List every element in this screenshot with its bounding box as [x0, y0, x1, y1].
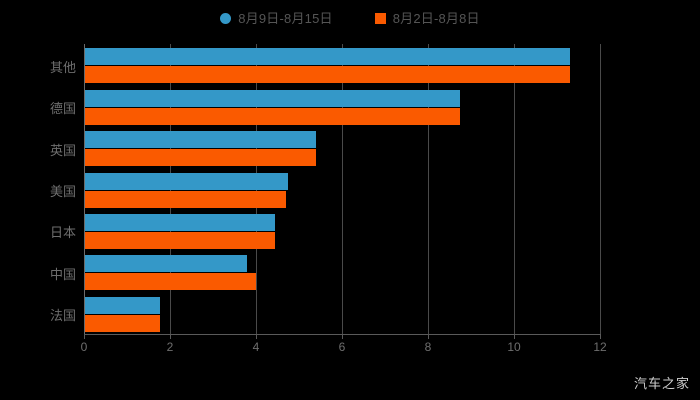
bar-series-1[interactable]	[84, 314, 161, 332]
bar-series-1[interactable]	[84, 66, 570, 84]
gridline-x-6	[342, 44, 343, 334]
gridline-x-10	[514, 44, 515, 334]
x-tick-mark	[600, 334, 601, 339]
bar-series-1[interactable]	[84, 149, 317, 167]
gridline-x-12	[600, 44, 601, 334]
legend-label-series-1: 8月2日-8月8日	[392, 10, 480, 26]
y-axis-label: 其他	[49, 59, 76, 75]
legend-label-series-0: 8月9日-8月15日	[238, 10, 333, 26]
bar-series-0[interactable]	[84, 48, 570, 66]
y-axis-label: 英国	[49, 142, 76, 158]
chart-legend: 8月9日-8月15日 8月2日-8月8日	[0, 6, 700, 30]
bar-group	[84, 48, 600, 84]
bar-series-1[interactable]	[84, 107, 461, 125]
bar-group	[84, 213, 600, 249]
x-tick-label: 2	[166, 340, 174, 354]
x-tick-label: 12	[593, 340, 607, 354]
bar-series-0[interactable]	[84, 296, 161, 314]
y-axis-label: 法国	[49, 308, 76, 324]
x-tick-mark	[342, 334, 343, 339]
gridline-x-8	[428, 44, 429, 334]
legend-item-series-1[interactable]: 8月2日-8月8日	[374, 10, 480, 26]
watermark-label: 汽车之家	[633, 376, 690, 391]
x-tick-mark	[170, 334, 171, 339]
bar-group	[84, 255, 600, 291]
legend-item-series-0[interactable]: 8月9日-8月15日	[220, 10, 333, 26]
bar-series-1[interactable]	[84, 231, 276, 249]
x-tick-label: 6	[338, 340, 346, 354]
bar-group	[84, 89, 600, 125]
x-tick-mark	[256, 334, 257, 339]
x-tick-label: 10	[507, 340, 521, 354]
y-axis-label: 日本	[49, 225, 76, 241]
bar-series-0[interactable]	[84, 213, 276, 231]
bar-series-0[interactable]	[84, 89, 461, 107]
bar-series-1[interactable]	[84, 273, 256, 291]
bar-series-0[interactable]	[84, 172, 289, 190]
bar-series-0[interactable]	[84, 255, 248, 273]
x-tick-mark	[84, 334, 85, 339]
y-axis-label: 德国	[49, 101, 76, 117]
y-axis-label: 美国	[49, 184, 76, 199]
x-tick-label: 8	[424, 340, 432, 354]
bar-group	[84, 131, 600, 167]
x-tick-mark	[428, 334, 429, 339]
bar-group	[84, 172, 600, 208]
bar-group	[84, 296, 600, 332]
x-tick-label: 0	[80, 340, 88, 354]
bar-series-1[interactable]	[84, 190, 287, 208]
y-axis-label: 中国	[49, 266, 76, 282]
legend-square-icon	[374, 12, 386, 24]
x-tick-label: 4	[252, 340, 260, 354]
legend-dot-icon	[220, 12, 232, 24]
plot-area	[84, 44, 601, 334]
bar-series-0[interactable]	[84, 131, 317, 149]
x-tick-mark	[514, 334, 515, 339]
y-axis-line	[84, 44, 85, 334]
